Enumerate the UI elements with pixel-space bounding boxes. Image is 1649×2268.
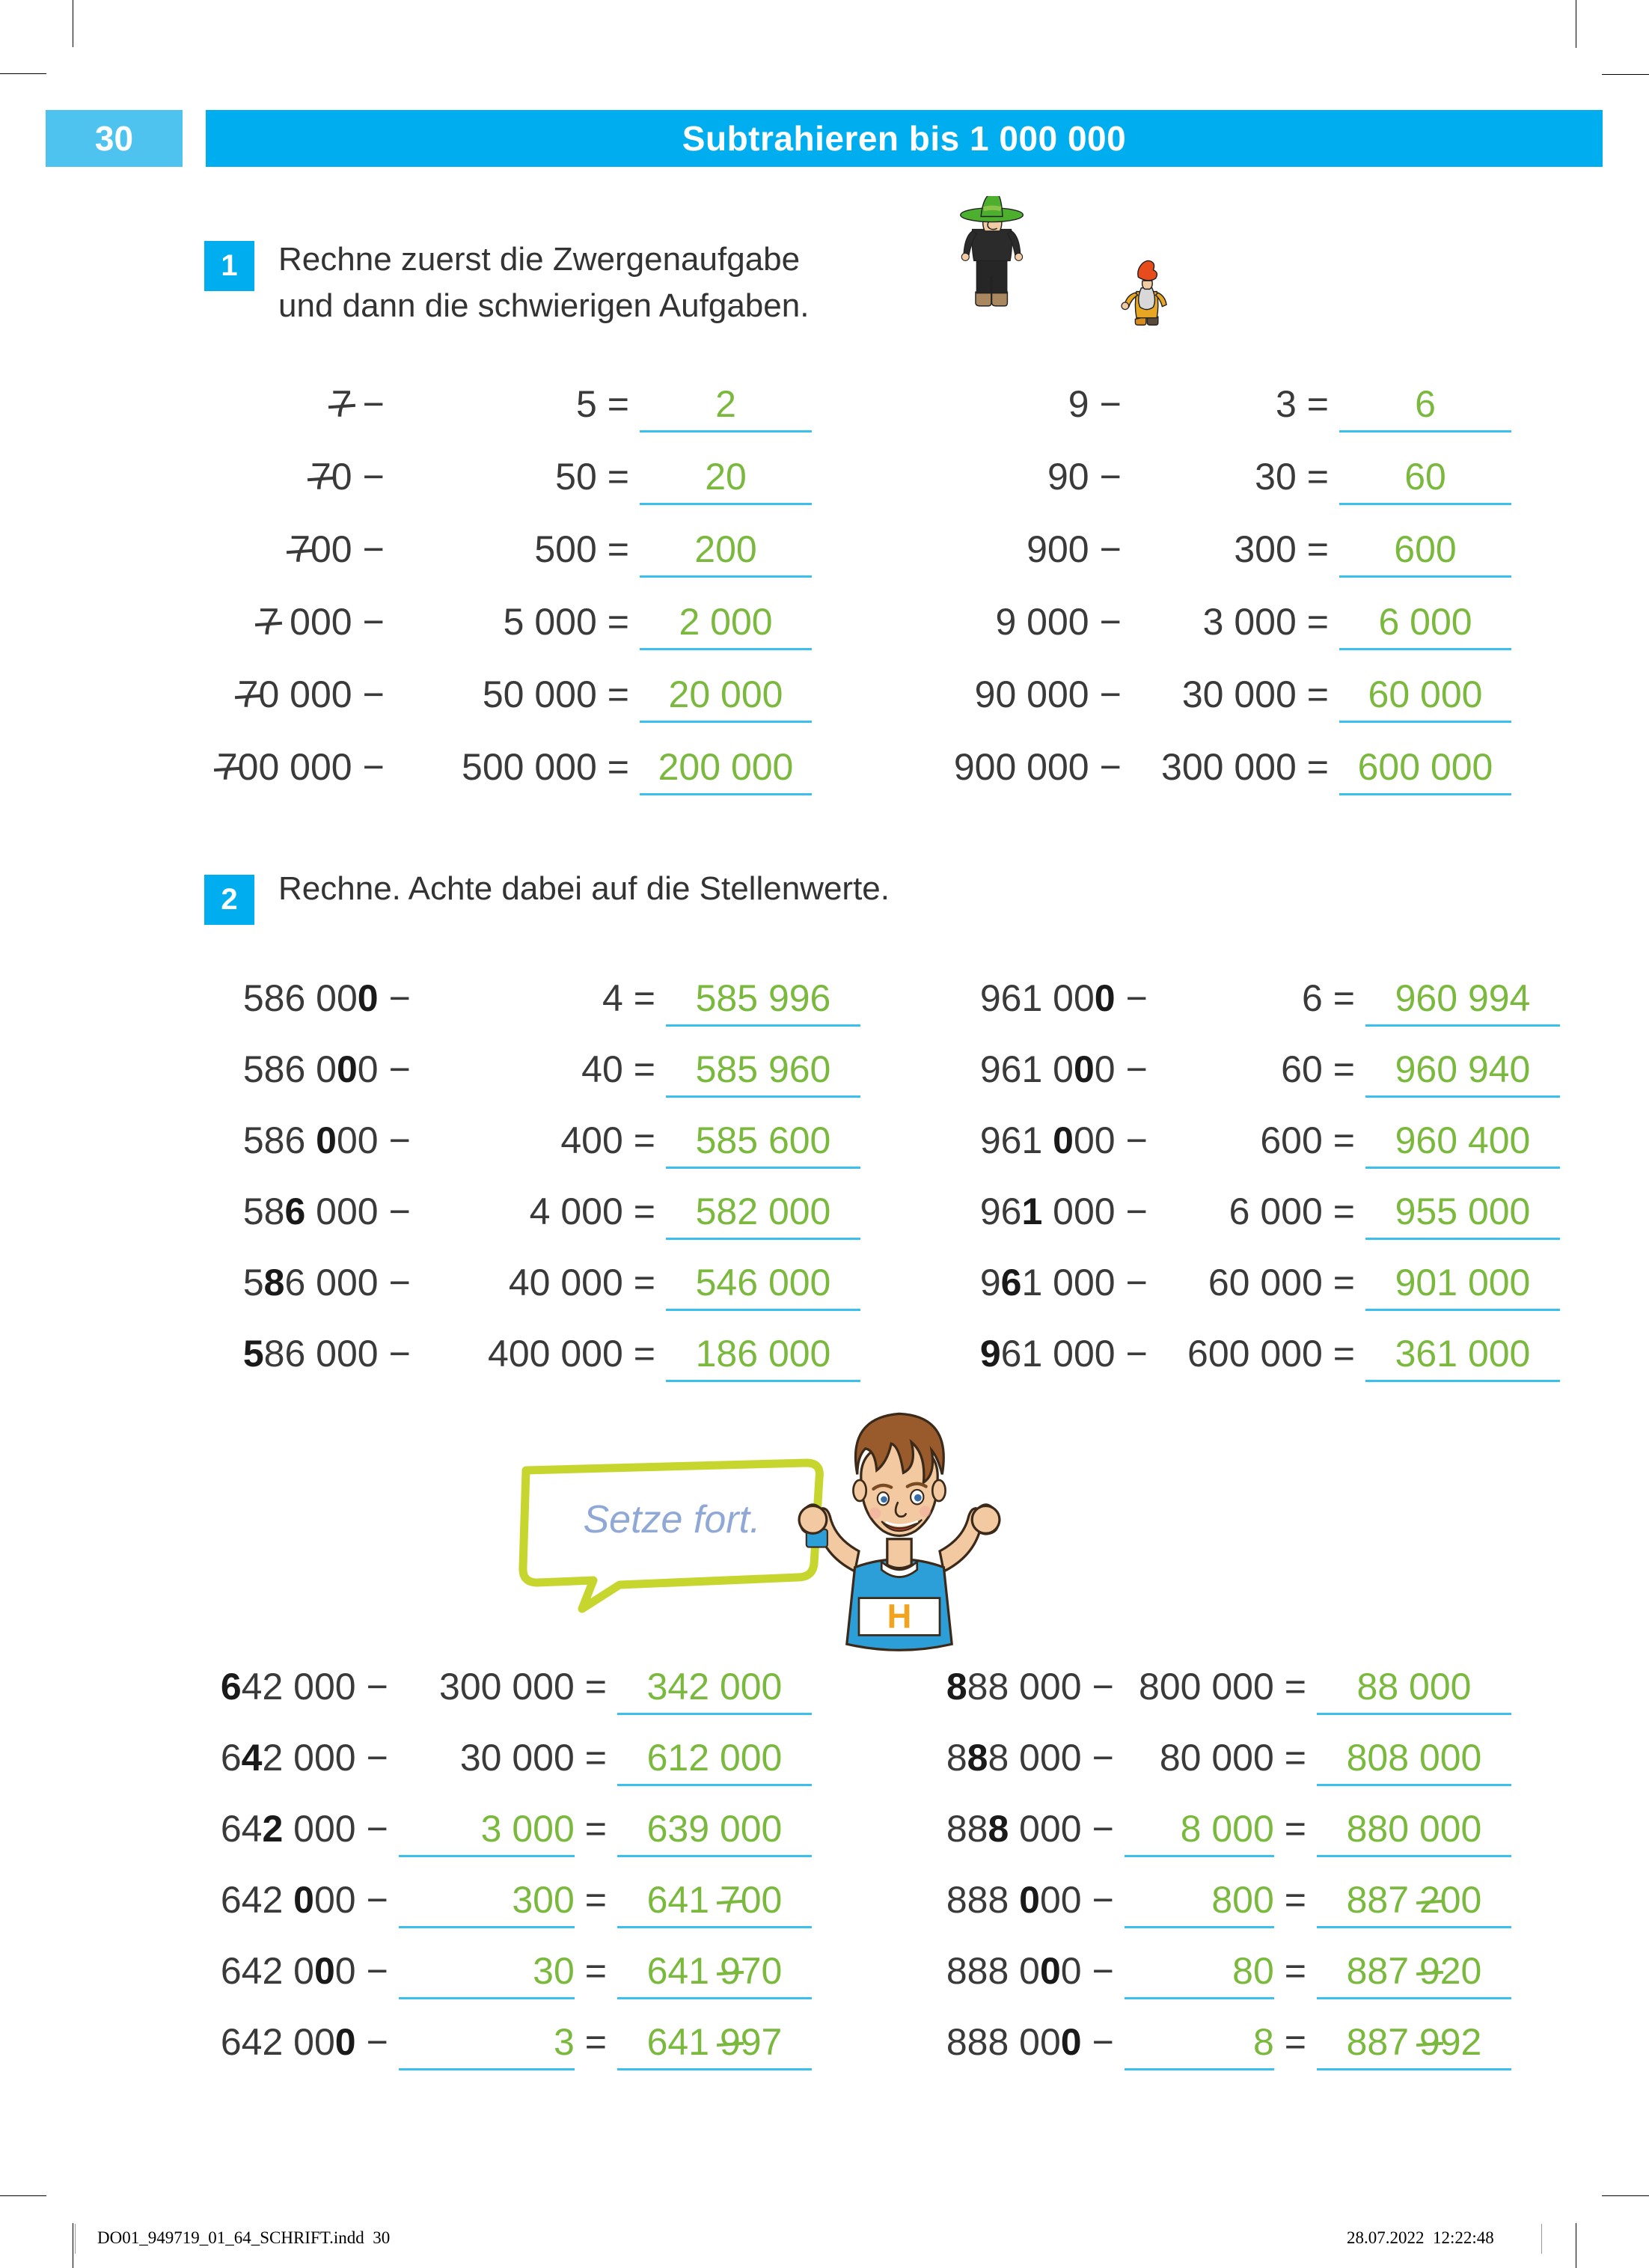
svg-text:Setze fort.: Setze fort. [584,1498,761,1541]
svg-text:H: H [887,1598,912,1636]
